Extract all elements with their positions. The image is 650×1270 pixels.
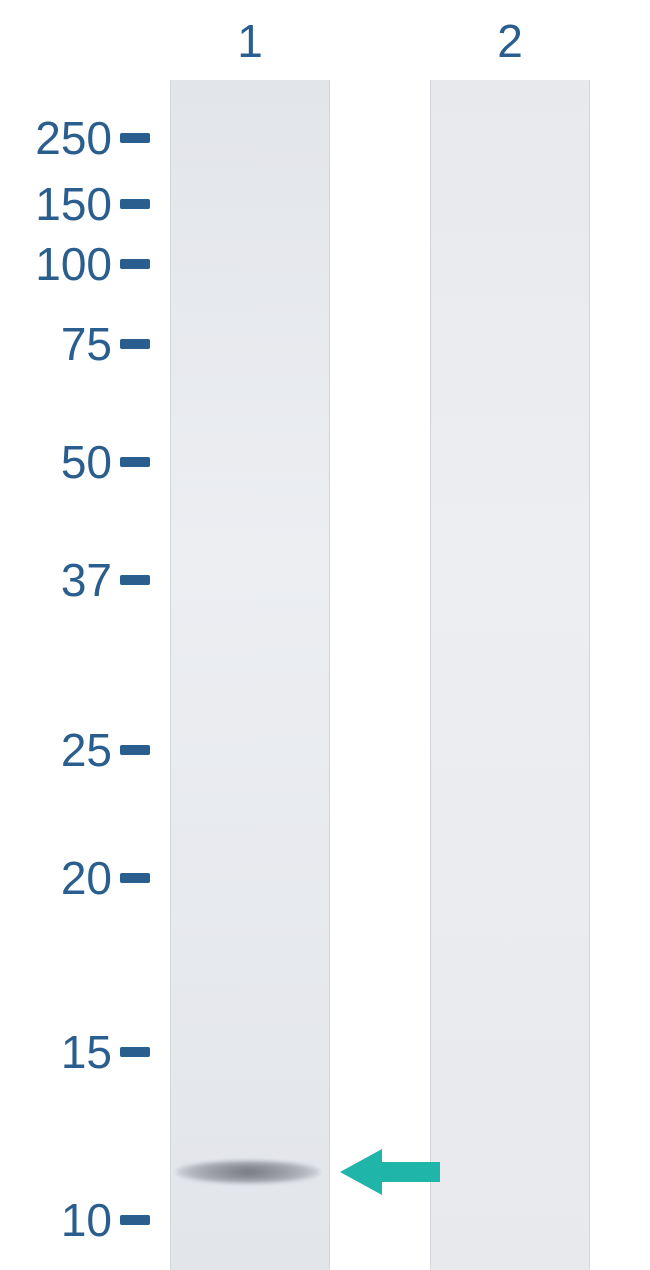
band-indicator-arrow [340,1149,440,1195]
mw-marker-label-100: 100 [35,237,112,291]
mw-marker-label-25: 25 [61,723,112,777]
mw-marker-tick-75 [120,339,150,349]
mw-marker-tick-25 [120,745,150,755]
mw-marker-tick-50 [120,457,150,467]
mw-marker-tick-250 [120,133,150,143]
blot-lane-2 [430,80,590,1270]
protein-band-lane1-0 [176,1161,320,1183]
mw-marker-label-37: 37 [61,553,112,607]
mw-marker-tick-20 [120,873,150,883]
lane-header-1: 1 [170,14,330,68]
mw-marker-tick-100 [120,259,150,269]
arrow-shaft [382,1162,440,1182]
mw-marker-label-20: 20 [61,851,112,905]
mw-marker-label-15: 15 [61,1025,112,1079]
mw-marker-tick-10 [120,1215,150,1225]
mw-marker-label-10: 10 [61,1193,112,1247]
lane-header-2: 2 [430,14,590,68]
mw-marker-label-50: 50 [61,435,112,489]
mw-marker-tick-150 [120,199,150,209]
mw-marker-label-150: 150 [35,177,112,231]
mw-marker-tick-15 [120,1047,150,1057]
mw-marker-label-250: 250 [35,111,112,165]
mw-marker-label-75: 75 [61,317,112,371]
blot-lane-1 [170,80,330,1270]
arrow-head-icon [340,1149,382,1195]
mw-marker-tick-37 [120,575,150,585]
